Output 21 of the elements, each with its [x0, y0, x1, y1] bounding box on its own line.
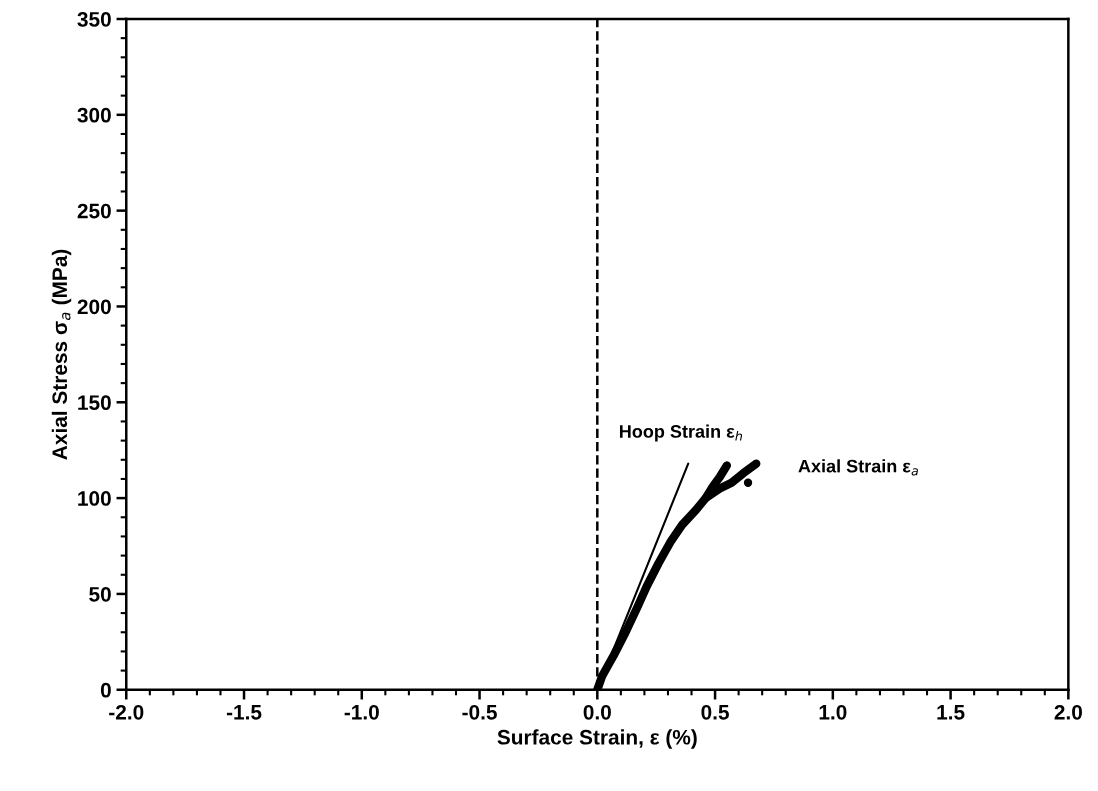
y-tick-label: 300 [77, 107, 111, 123]
x-tick-label: 1.5 [937, 705, 965, 720]
annotation: Axial Strain ε$_{a}$ [798, 459, 918, 476]
x-tick-label: -0.5 [462, 704, 497, 720]
x-tick-label: 2.0 [1054, 704, 1082, 720]
annotation: Hoop Strain ε$_{h}$ [619, 424, 742, 442]
x-tick-label: -2.0 [109, 704, 144, 720]
y-tick-label: 350 [77, 11, 111, 27]
y-tick-label: 0 [100, 682, 111, 698]
y-tick-label: 150 [78, 395, 111, 411]
x-tick-label: 1.0 [819, 704, 847, 720]
x-tick-label: 0.0 [583, 704, 611, 720]
y-tick-label: 50 [89, 586, 111, 602]
x-tick-label: -1.5 [226, 705, 262, 720]
x-tick-label: 0.5 [701, 704, 729, 720]
x-tick-label: -1.0 [344, 704, 379, 720]
y-tick-label: 200 [77, 299, 111, 315]
x-axis-title: Surface Strain, ε (%) [497, 729, 697, 749]
y-tick-label: 100 [78, 491, 111, 506]
y-tick-label: 250 [77, 203, 111, 219]
y-axis-title: Axial Stress σ$_{a}$ (MPa) [51, 249, 72, 460]
